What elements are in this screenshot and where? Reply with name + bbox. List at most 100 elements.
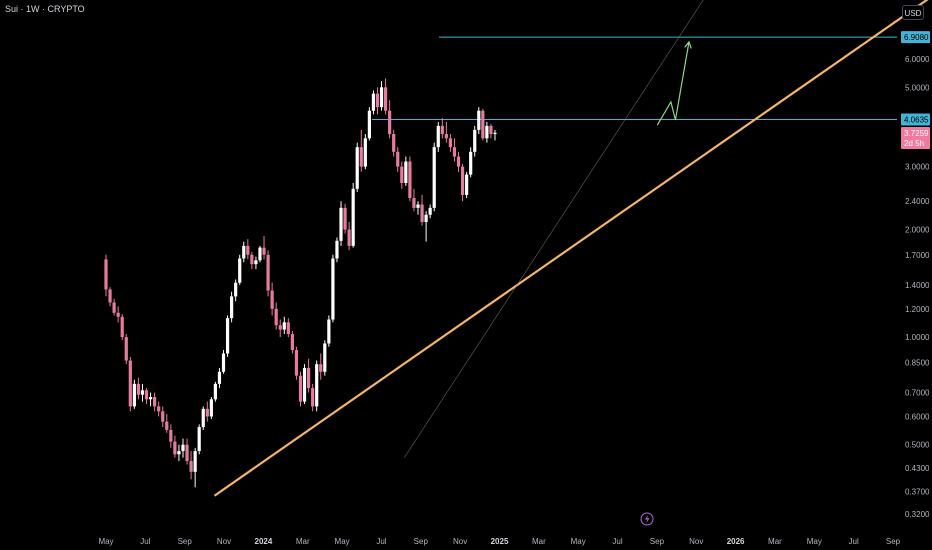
candle: [367, 107, 371, 141]
candle: [209, 396, 213, 420]
thin-trendline[interactable]: [404, 0, 706, 458]
currency-button[interactable]: USD: [902, 5, 924, 20]
price-axis-tick: 0.7000: [905, 388, 930, 397]
candle: [379, 81, 384, 111]
candle: [420, 194, 424, 226]
candle: [428, 204, 432, 219]
candle: [452, 138, 457, 162]
time-axis-tick: Sep: [650, 537, 665, 546]
candle: [193, 447, 197, 488]
candle: [315, 360, 319, 412]
candle: [217, 367, 222, 389]
candle: [319, 353, 323, 380]
price-axis-tick: 0.4300: [905, 464, 930, 473]
candle: [278, 319, 282, 338]
lightning-icon[interactable]: [640, 512, 654, 526]
candle: [392, 129, 396, 157]
time-axis-tick: Nov: [453, 537, 467, 546]
price-axis-tick: 5.0000: [905, 83, 930, 92]
time-axis-tick: Jul: [612, 537, 622, 546]
candle: [230, 291, 234, 323]
time-axis-tick: Nov: [689, 537, 703, 546]
candle: [221, 350, 226, 374]
candle: [311, 383, 315, 412]
candle: [140, 383, 145, 402]
candle: [440, 118, 444, 139]
candle: [485, 121, 489, 143]
candle: [473, 125, 477, 157]
candle: [189, 451, 193, 480]
price-axis-tick: 1.2000: [905, 305, 930, 314]
candle: [238, 254, 242, 285]
candle: [104, 254, 108, 297]
candle: [465, 171, 469, 199]
candle: [335, 237, 339, 263]
price-axis-tick: 0.6000: [905, 412, 930, 421]
price-axis-tick: 3.0000: [905, 163, 930, 172]
candle: [153, 392, 157, 412]
price-axis-tick: 0.3700: [905, 487, 930, 496]
candle: [327, 315, 331, 347]
candle: [371, 90, 376, 115]
candle: [307, 358, 311, 393]
candle: [339, 201, 343, 246]
candle: [213, 381, 218, 402]
candle: [302, 364, 307, 404]
time-axis-tick: Jul: [140, 537, 150, 546]
candle: [477, 107, 481, 135]
candle: [481, 108, 485, 141]
candle: [254, 256, 258, 270]
candle: [432, 142, 436, 212]
candle: [383, 78, 388, 115]
candle: [412, 188, 416, 212]
price-axis-tick: 0.8500: [905, 358, 930, 367]
candle: [120, 314, 124, 341]
candle: [258, 245, 262, 263]
candle: [460, 164, 465, 202]
candle: [270, 282, 274, 316]
candle: [136, 377, 141, 400]
projection-path[interactable]: [656, 41, 690, 126]
candle: [294, 346, 299, 380]
price-axis-tick: 2.0000: [905, 226, 930, 235]
time-axis[interactable]: May Jul Sep Nov 2024 Mar May Jul Sep Nov 2025 Mar Ma…: [98, 537, 900, 546]
time-axis-tick: Sep: [414, 537, 429, 546]
candle: [173, 435, 177, 458]
svg-text:6.9080: 6.9080: [904, 33, 929, 42]
candle: [388, 100, 392, 139]
candle: [408, 156, 412, 202]
projection-arrowhead: [684, 40, 692, 49]
price-tag-upper-level: 6.9080: [901, 31, 930, 44]
candle: [197, 424, 201, 455]
candle: [144, 388, 149, 404]
candle: [185, 438, 189, 465]
candle: [246, 239, 250, 260]
support-trendline[interactable]: [213, 0, 932, 497]
time-axis-tick: Nov: [217, 537, 231, 546]
candle: [444, 121, 448, 143]
price-axis-tick: 0.5000: [905, 441, 930, 450]
candle: [416, 201, 420, 215]
candles: [104, 78, 497, 488]
price-axis-tick: 2.4000: [905, 197, 930, 206]
candle: [323, 340, 327, 376]
time-axis-tick: May: [571, 537, 586, 546]
time-axis-tick: Mar: [768, 537, 782, 546]
svg-text:4.0635: 4.0635: [904, 115, 929, 124]
svg-text:2d 5h: 2d 5h: [904, 139, 924, 148]
time-axis-tick: May: [335, 537, 350, 546]
candle: [116, 306, 120, 323]
candle: [148, 392, 153, 407]
time-axis-tick: May: [807, 537, 822, 546]
candle: [274, 302, 278, 330]
time-axis-tick: 2026: [727, 537, 745, 546]
price-axis-tick: 1.4000: [905, 281, 930, 290]
time-axis-tick: Sep: [886, 537, 901, 546]
candle: [363, 134, 367, 170]
svg-text:3.7259: 3.7259: [904, 129, 929, 138]
candle: [404, 156, 408, 186]
price-axis[interactable]: 6.00005.00004.00003.00002.40002.00001.70…: [905, 55, 930, 519]
